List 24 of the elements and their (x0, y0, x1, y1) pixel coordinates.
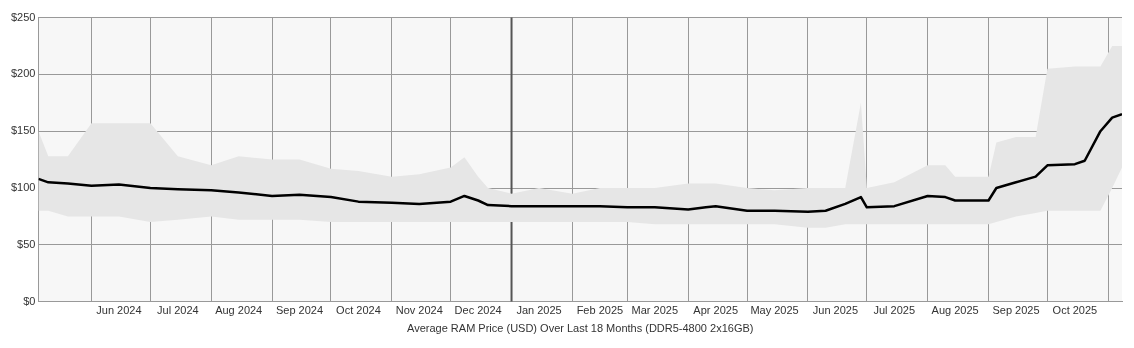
x-tick-label: Mar 2025 (631, 304, 679, 317)
x-tick-label: May 2025 (750, 304, 799, 317)
x-tick-label: Feb 2025 (576, 304, 624, 317)
y-tick-label: $50 (17, 237, 36, 250)
x-tick-label: Aug 2025 (931, 304, 979, 317)
y-tick-label: $250 (10, 10, 36, 23)
y-tick-label: $0 (23, 294, 36, 307)
x-tick-label: Aug 2024 (215, 304, 263, 317)
x-tick-label: Sep 2024 (275, 304, 324, 317)
x-tick-label: Jan 2025 (516, 304, 562, 317)
y-tick-label: $150 (10, 124, 36, 137)
y-tick-label: $100 (10, 181, 36, 194)
x-tick-label: Nov 2024 (395, 304, 443, 317)
x-tick-label: Oct 2024 (336, 304, 381, 317)
x-tick-label: Jul 2025 (873, 304, 916, 317)
x-tick-label: Jun 2025 (812, 304, 859, 317)
y-tick-label: $200 (10, 67, 36, 80)
x-tick-label: Dec 2024 (454, 304, 502, 317)
x-tick-label: Apr 2025 (693, 304, 738, 317)
x-tick-label: Oct 2025 (1052, 304, 1098, 317)
x-tick-label: Jun 2024 (96, 304, 142, 317)
x-tick-label: Sep 2025 (992, 304, 1040, 317)
x-tick-label: Jul 2024 (157, 304, 199, 317)
x-axis-title: Average RAM Price (USD) Over Last 18 Months (DDR5-4800 2x16GB) (407, 322, 754, 335)
